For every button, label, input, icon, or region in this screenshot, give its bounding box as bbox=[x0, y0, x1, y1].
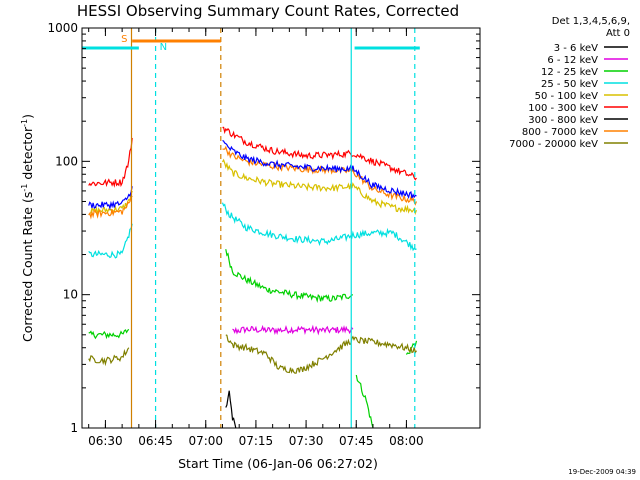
series-4-segment-1 bbox=[221, 158, 418, 216]
series-9-segment-0 bbox=[88, 186, 133, 211]
y-tick-label: 10 bbox=[63, 288, 78, 302]
plot-area: S N 1 10 100 1000 06:30 06:45 07:00 07:15 07:30 07:… bbox=[47, 21, 481, 448]
y-tick-label: 1000 bbox=[47, 21, 78, 35]
legend-label: 50 - 100 keV bbox=[535, 91, 599, 102]
legend-header-line: Det 1,3,4,5,6,9, bbox=[552, 16, 630, 27]
night-label: N bbox=[160, 42, 167, 53]
x-tick-label: 07:15 bbox=[239, 434, 274, 448]
legend-label: 300 - 800 keV bbox=[528, 115, 598, 126]
axes-frame bbox=[81, 27, 481, 429]
chart-title: HESSI Observing Summary Count Rates, Cor… bbox=[77, 2, 459, 20]
y-tick-label: 1 bbox=[70, 421, 78, 435]
legend-label: 25 - 50 keV bbox=[541, 79, 598, 90]
series-9-segment-1 bbox=[222, 139, 417, 200]
series-1-segment-0 bbox=[232, 324, 354, 336]
series-2-segment-2 bbox=[355, 374, 374, 429]
x-tick-label: 06:30 bbox=[88, 434, 123, 448]
series-8-segment-1 bbox=[225, 334, 418, 374]
saa-label: S bbox=[121, 34, 127, 45]
legend-label: 6 - 12 keV bbox=[547, 55, 598, 66]
y-tick-label: 100 bbox=[55, 154, 78, 168]
series-3-segment-1 bbox=[221, 202, 417, 252]
x-tick-label: 08:00 bbox=[389, 434, 424, 448]
series-2-segment-0 bbox=[88, 328, 130, 340]
x-tick-label: 07:00 bbox=[188, 434, 223, 448]
series-0-segment-0 bbox=[225, 390, 237, 429]
x-tick-label: 07:45 bbox=[339, 434, 374, 448]
series-7-segment-0 bbox=[88, 195, 133, 220]
legend-header-line: Att 0 bbox=[606, 28, 630, 39]
legend-label: 100 - 300 keV bbox=[528, 103, 598, 114]
legend-label: 7000 - 20000 keV bbox=[509, 139, 598, 150]
series-5-segment-0 bbox=[88, 137, 133, 188]
legend-label: 3 - 6 keV bbox=[554, 43, 598, 54]
legend-label: 800 - 7000 keV bbox=[522, 127, 598, 138]
x-tick-label: 06:45 bbox=[138, 434, 173, 448]
series-5-segment-1 bbox=[222, 126, 417, 181]
series-2-segment-1 bbox=[225, 249, 354, 304]
footer-date: 19-Dec-2009 04:39 bbox=[568, 468, 636, 476]
series-4-segment-0 bbox=[88, 190, 133, 215]
series-8-segment-0 bbox=[88, 347, 130, 367]
series-3-segment-0 bbox=[88, 223, 133, 259]
x-tick-label: 07:30 bbox=[289, 434, 324, 448]
x-axis-label: Start Time (06-Jan-06 06:27:02) bbox=[178, 456, 378, 471]
y-axis-label: Corrected Count Rate (s-1 detector-1) bbox=[20, 114, 35, 342]
legend-label: 12 - 25 keV bbox=[541, 67, 598, 78]
